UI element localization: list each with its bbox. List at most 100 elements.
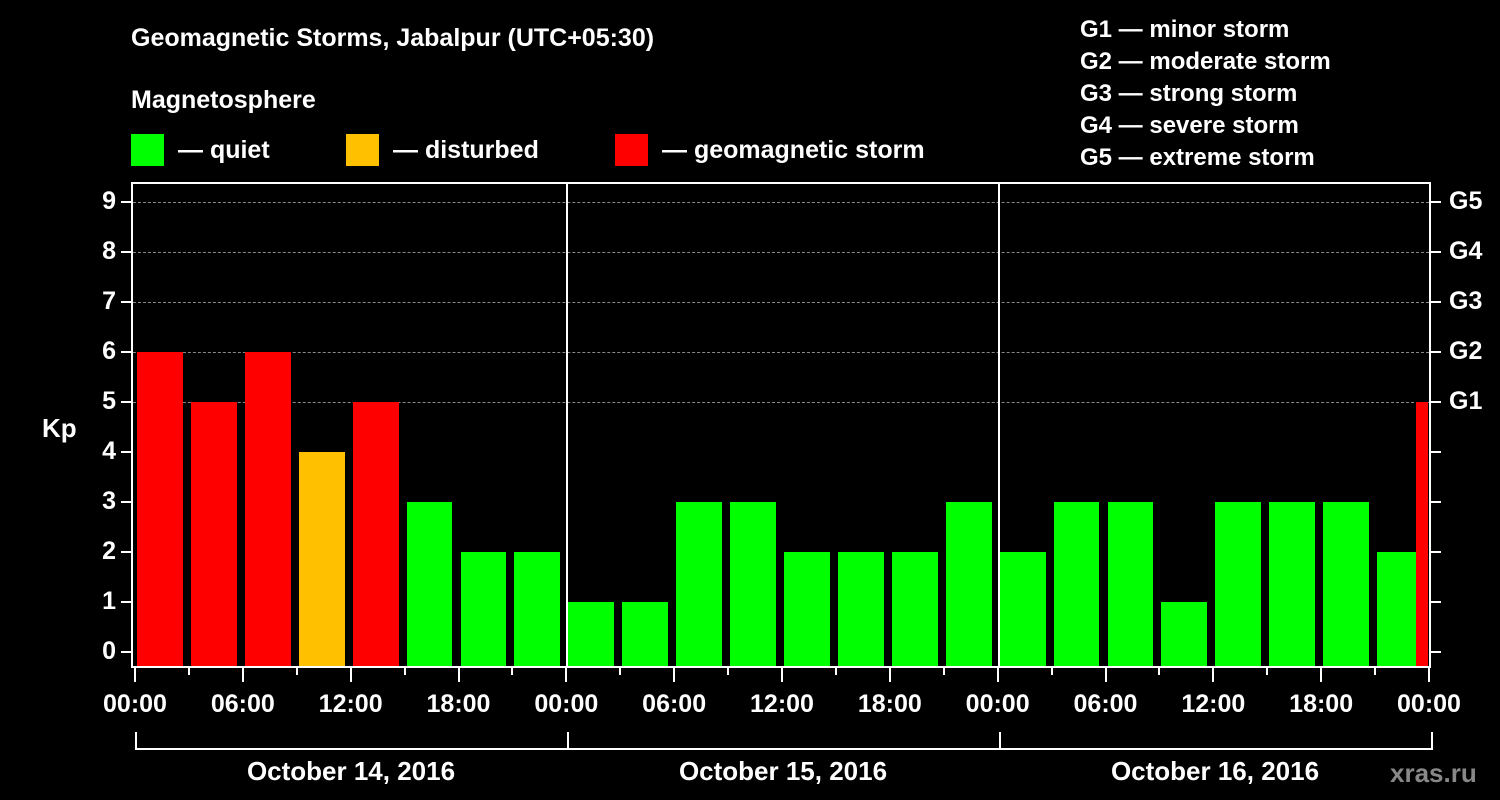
right-tick [1431,451,1441,453]
g-legend-g5: G5 — extreme storm [1080,144,1315,171]
kp-bar [568,602,615,667]
kp-bar [622,602,669,667]
day-bracket [999,748,1431,750]
x-tick [565,668,568,682]
legend-disturbed: — disturbed [346,134,539,166]
x-tick-label: 06:00 [1073,690,1138,718]
x-tick [1212,668,1215,682]
day-separator [566,182,568,668]
y-tick-label: 0 [102,637,116,665]
x-tick-label: 00:00 [534,690,599,718]
gridline [133,402,1429,403]
left-tick [121,451,131,453]
kp-bar [945,502,992,667]
x-tick-label: 12:00 [750,690,814,718]
x-tick [888,668,891,682]
x-tick [349,668,352,682]
x-tick [1050,668,1053,675]
g-legend-g2: G2 — moderate storm [1080,48,1331,75]
kp-bar [1215,502,1262,667]
x-tick [1266,668,1269,675]
g-legend-g3: G3 — strong storm [1080,80,1298,107]
y-tick-label: 2 [102,537,116,565]
left-tick [121,551,131,553]
kp-bar [999,552,1046,667]
right-tick [1431,301,1441,303]
legend-swatch-storm [615,134,648,166]
x-tick [1104,668,1107,682]
x-tick [673,668,676,682]
gridline [133,202,1429,203]
kp-bar [244,352,291,667]
y-tick-label: 5 [102,387,116,415]
y-tick-label: 4 [102,437,116,465]
y-tick-label: 8 [102,237,116,265]
x-tick [942,668,945,675]
x-tick [996,668,999,682]
right-tick [1431,201,1441,203]
right-tick [1431,401,1441,403]
kp-bar [891,552,938,667]
day-separator [998,182,1000,668]
kp-bar [676,502,723,667]
g-tick-label: G3 [1449,287,1483,315]
legend-label-disturbed: — disturbed [393,135,539,164]
left-tick [121,601,131,603]
right-tick [1431,651,1441,653]
legend-swatch-quiet [131,134,164,166]
legend-label-storm: — geomagnetic storm [662,135,925,164]
day-bracket-tick [567,732,569,750]
x-tick-label: 06:00 [210,690,275,718]
x-tick [619,668,622,675]
y-tick-label: 1 [102,587,116,615]
gridline [133,352,1429,353]
x-tick-label: 12:00 [318,690,383,718]
watermark: xras.ru [1390,758,1477,788]
kp-bar [1377,552,1423,667]
g-legend-g1: G1 — minor storm [1080,16,1290,43]
left-tick [121,301,131,303]
day-bracket [135,748,567,750]
kp-bar [1107,502,1154,667]
y-tick-label: 7 [102,287,116,315]
x-tick-label: 00:00 [103,690,167,718]
g-tick-label: G5 [1449,187,1483,215]
left-tick [121,351,131,353]
x-tick [1374,668,1377,675]
left-tick [121,651,131,653]
y-tick-label: 9 [102,187,116,215]
gridline [133,252,1429,253]
kp-bar [1323,502,1370,667]
kp-bar [352,402,399,667]
y-tick-label: 6 [102,337,116,365]
legend-swatch-disturbed [346,134,379,166]
x-tick [187,668,190,675]
gridline [133,302,1429,303]
day-label: October 14, 2016 [246,756,456,786]
g-tick-label: G2 [1449,337,1483,365]
x-tick [457,668,460,682]
x-tick-label: 18:00 [426,690,491,718]
x-tick-label: 18:00 [1289,690,1354,718]
g-legend-g4: G4 — severe storm [1080,112,1299,139]
kp-bar [298,452,345,667]
x-tick-label: 18:00 [857,690,922,718]
right-tick [1431,251,1441,253]
legend-storm: — geomagnetic storm [615,134,925,166]
day-bracket-tick [999,732,1001,750]
g-scale-legend: G1 — minor storm G2 — moderate storm G3 … [1080,14,1331,174]
chart-subtitle: Magnetosphere [131,86,316,114]
kp-bar [837,552,884,667]
kp-bar [460,552,507,667]
x-tick-label: 06:00 [642,690,707,718]
kp-bar [1161,602,1208,667]
x-tick [511,668,514,675]
left-tick [121,201,131,203]
left-tick [121,401,131,403]
x-tick [1428,668,1430,682]
kp-bar [137,352,183,667]
kp-bar [406,502,453,667]
left-tick [121,251,131,253]
legend-label-quiet: — quiet [178,135,270,164]
right-tick [1431,551,1441,553]
